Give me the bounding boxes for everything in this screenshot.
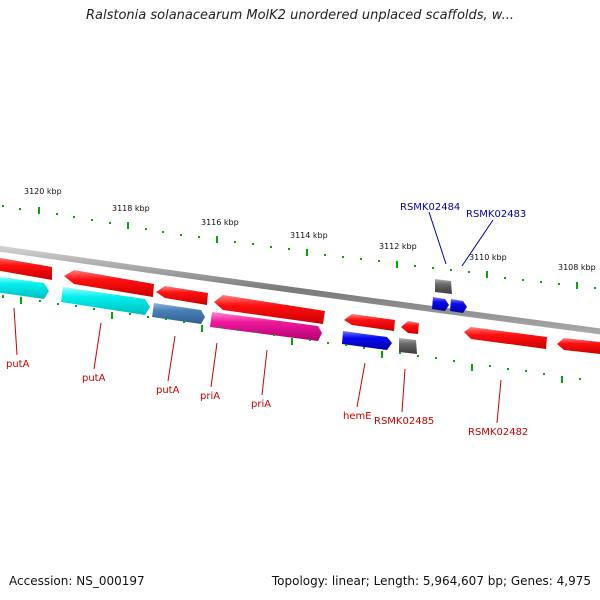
topology-text: Topology: linear; Length: 5,964,607 bp; …	[271, 574, 591, 588]
gene-label-RSMK02482[interactable]: RSMK02482	[468, 427, 528, 438]
genome-backbone[interactable]	[0, 245, 600, 335]
gene-label-RSMK02485[interactable]: RSMK02485	[374, 416, 434, 427]
reverse-strand-genes	[0, 257, 600, 354]
leader-line	[428, 211, 447, 265]
leader-line	[210, 342, 218, 388]
accession-text: Accession: NS_000197	[9, 574, 145, 588]
gene-arrow-RSMK02485-forward[interactable]	[399, 338, 417, 354]
gene-label-putA[interactable]: putA	[6, 359, 30, 370]
leader-line	[461, 219, 494, 267]
scale-label: 3108 kbp	[558, 263, 596, 272]
gene-arrow-reverse[interactable]	[156, 286, 208, 305]
gene-arrow-hemE-forward[interactable]	[342, 331, 392, 350]
gene-arrow-priA-forward[interactable]	[210, 312, 322, 341]
label-leaders-blue	[428, 211, 494, 267]
gene-arrow-reverse[interactable]	[401, 321, 419, 334]
gene-arrow-putA-forward[interactable]	[61, 287, 150, 315]
gene-label-priA[interactable]: priA	[251, 399, 271, 410]
gene-arrow-putA-forward[interactable]	[0, 276, 49, 299]
leader-line	[167, 335, 176, 382]
scale-label: 3112 kbp	[379, 242, 417, 251]
gene-label-RSMK02484[interactable]: RSMK02484	[400, 202, 460, 213]
leader-line	[93, 322, 102, 370]
scale-label: 3116 kbp	[201, 218, 239, 227]
leader-line	[496, 379, 502, 424]
gene-arrow-reverse[interactable]	[64, 270, 154, 297]
gene-arrow-RSMK02484-forward[interactable]	[435, 279, 452, 294]
gene-arrow-RSMK02483-forward[interactable]	[432, 297, 449, 311]
forward-strand-genes	[0, 276, 467, 354]
leader-line	[356, 362, 366, 408]
leader-line	[261, 349, 268, 396]
gene-label-hemE[interactable]: hemE	[343, 411, 372, 422]
scale-label: 3120 kbp	[24, 187, 62, 196]
gene-arrow-reverse[interactable]	[214, 295, 325, 324]
map-title: Ralstonia solanacearum MolK2 unordered u…	[85, 8, 514, 23]
gene-arrow-forward[interactable]	[450, 299, 467, 313]
scale-label: 3114 kbp	[290, 231, 328, 240]
gene-arrow-reverse[interactable]	[557, 338, 600, 354]
leader-line	[13, 307, 18, 356]
gene-label-putA[interactable]: putA	[156, 385, 180, 396]
scale-label: 3118 kbp	[112, 204, 150, 213]
upper-tick-row	[2, 205, 596, 289]
gene-arrow-putA-reverse[interactable]	[0, 257, 52, 280]
gene-arrow-RSMK02482-reverse[interactable]	[464, 327, 547, 349]
leader-line	[401, 368, 406, 413]
scale-label: 3110 kbp	[469, 253, 507, 262]
gene-label-priA[interactable]: priA	[200, 391, 220, 402]
gene-arrow-reverse[interactable]	[344, 314, 395, 331]
label-leaders	[13, 307, 502, 424]
gene-label-RSMK02483[interactable]: RSMK02483	[466, 209, 526, 220]
lower-tick-row	[2, 295, 581, 383]
gene-label-putA[interactable]: putA	[82, 373, 106, 384]
gene-arrow-putA-forward[interactable]	[152, 303, 205, 324]
